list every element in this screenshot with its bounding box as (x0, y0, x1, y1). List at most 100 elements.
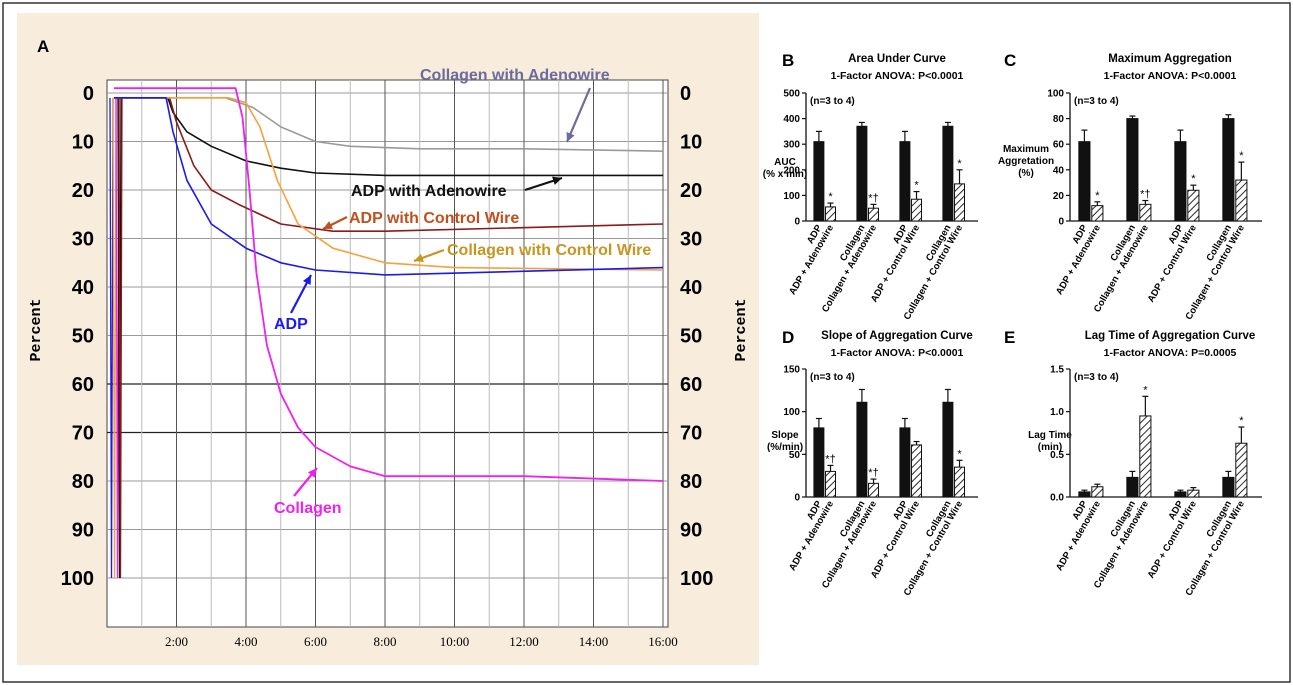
panel-a-y-tick-right: 80 (680, 471, 702, 493)
panel-a-y-tick-left: 70 (72, 423, 94, 445)
bar (1126, 476, 1139, 498)
bar (954, 183, 965, 222)
bar (1091, 205, 1104, 222)
panel-a-x-tick: 8:00 (373, 634, 396, 649)
bar (1139, 203, 1152, 222)
panel-a-y-tick-right: 60 (680, 374, 702, 396)
panel-y-tick-label: 0 (794, 493, 800, 504)
panel-a-annotation-arrowhead (414, 253, 424, 262)
panel-a-y-tick-left: 90 (72, 520, 94, 542)
panel-y-tick-label: 1.0 (1050, 407, 1064, 418)
bar (813, 141, 825, 222)
panel-y-tick-label: 100 (783, 407, 800, 418)
panel-title: Maximum Aggregation (1108, 53, 1232, 65)
panel-a-annotation-arrowhead (566, 132, 575, 142)
panel-label: C (1004, 51, 1016, 70)
bar (1091, 486, 1104, 498)
panel-y-tick-label: 400 (783, 114, 800, 125)
panel-a-y-tick-right: 30 (680, 229, 702, 251)
bar (1139, 415, 1152, 498)
bar (1222, 476, 1235, 498)
panel-label: B (782, 51, 794, 70)
significance-mark: *† (868, 467, 878, 479)
panel-y-tick-label: 60 (1053, 140, 1065, 151)
panel-y-tick-label: 100 (1047, 89, 1064, 100)
panel-a-x-tick: 2:00 (165, 634, 188, 649)
bar (825, 206, 836, 222)
panel-a-y-tick-left: 60 (72, 374, 94, 396)
panel-y-tick-label: 80 (1053, 114, 1065, 125)
bar (856, 125, 868, 222)
bar (1222, 118, 1235, 222)
panel-subtitle: 1-Factor ANOVA: P<0.0001 (831, 70, 964, 82)
panel-a-series-line (114, 87, 664, 482)
bar (942, 401, 954, 498)
panel-a-y-tick-left: 40 (72, 277, 94, 299)
panel-a-trace-spike (118, 97, 123, 579)
significance-mark: * (914, 180, 919, 192)
panel-a-y-tick-right: 0 (680, 83, 691, 105)
panel-a-series-line (114, 97, 664, 271)
panel-a-annotation: ADP (274, 316, 308, 333)
panel-note: (n=3 to 4) (810, 372, 855, 383)
panel-a-y-tick-right: 10 (680, 132, 702, 154)
significance-mark: *† (825, 453, 835, 465)
panel-a-annotation-arrowhead (323, 221, 333, 229)
bar (868, 482, 879, 498)
bar (942, 125, 954, 222)
bar (1235, 179, 1248, 222)
panel-a-y-tick-right: 90 (680, 520, 702, 542)
panel-a-y-tick-left: 100 (61, 568, 94, 590)
bar (1174, 141, 1187, 222)
panel-a: A 0 0 10 10 20 20 30 30 40 40 50 50 60 60 70 70 80 80 90 90 1… (28, 37, 750, 649)
significance-mark: *† (868, 192, 878, 204)
panel-y-label: Lag Time (1028, 430, 1072, 441)
bar (911, 198, 922, 222)
panel-subtitle: 1-Factor ANOVA: P<0.0001 (1104, 70, 1237, 82)
panel-note: (n=3 to 4) (1074, 96, 1119, 107)
panel-y-tick-label: 20 (1053, 191, 1065, 202)
panel-y-label: Slope (771, 430, 799, 441)
panel-a-y-tick-left: 30 (72, 229, 94, 251)
bar (1126, 118, 1139, 222)
bar (813, 427, 825, 498)
panel-a-x-tick: 4:00 (234, 634, 257, 649)
panel-a-y-tick-left: 50 (72, 326, 94, 348)
significance-mark: *† (1140, 189, 1150, 201)
panel-label: E (1004, 328, 1015, 347)
panel-a-y-tick-right: 20 (680, 180, 702, 202)
panel-a-series-line (114, 97, 663, 177)
panel-a-x-tick: 14:00 (579, 634, 609, 649)
panel-a-y-tick-right: 70 (680, 423, 702, 445)
panel-a-annotation: ADP with Control Wire (349, 210, 519, 227)
panel-a-series-line (114, 97, 664, 276)
bar (954, 466, 965, 498)
panel-a-x-tick: 12:00 (509, 634, 539, 649)
panel-y-label: (%/min) (767, 442, 803, 453)
panel-a-annotation-arrowhead (302, 275, 311, 285)
significance-mark: * (957, 448, 962, 460)
panel-y-label: (%) (1018, 168, 1034, 179)
bar (868, 207, 879, 222)
panel-a-series-line (114, 97, 664, 232)
panel-y-label: Maximum (1003, 144, 1049, 155)
significance-mark: * (1143, 384, 1148, 396)
panel-a-x-tick: 10:00 (440, 634, 470, 649)
bar (911, 444, 922, 498)
panel-y-tick-label: 0.5 (1050, 450, 1064, 461)
panel-a-annotation: Collagen with Control Wire (447, 242, 651, 259)
bar (856, 401, 868, 498)
panel-label-a: A (37, 37, 49, 56)
significance-mark: * (957, 158, 962, 170)
panel-y-tick-label: 200 (783, 165, 800, 176)
panel-a-y-tick-left: 80 (72, 471, 94, 493)
panel-a-annotation-arrowhead (552, 176, 562, 185)
panel-y-tick-label: 0.0 (1050, 493, 1064, 504)
panel-y-tick-label: 500 (783, 89, 800, 100)
panel-a-annotation: Collagen (274, 500, 342, 517)
panel-title: Area Under Curve (848, 53, 946, 65)
panel-y-tick-label: 40 (1053, 165, 1065, 176)
significance-mark: * (1239, 150, 1244, 162)
significance-mark: * (828, 191, 833, 203)
